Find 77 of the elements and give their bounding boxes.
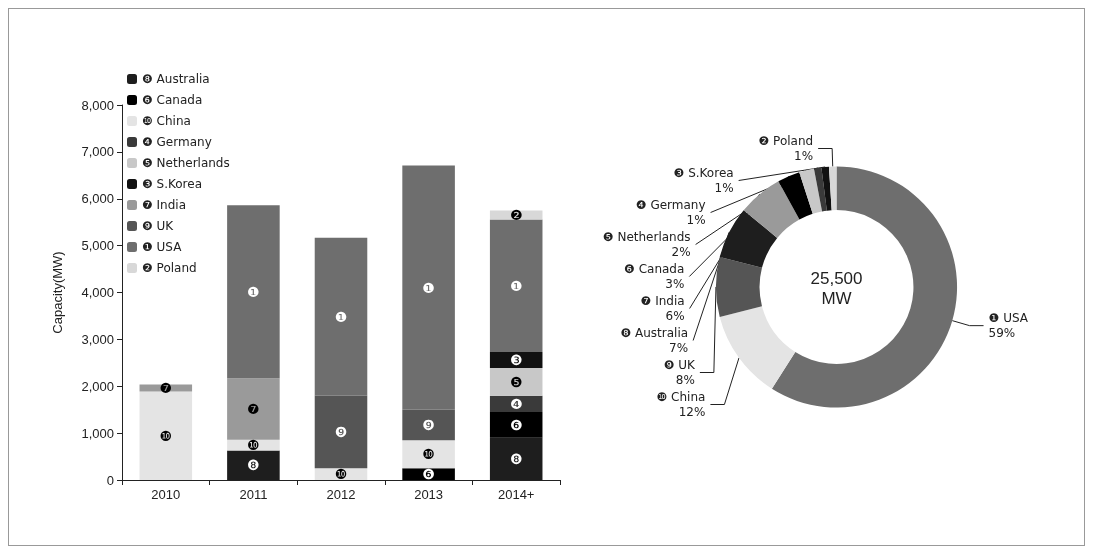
data-label: 12% <box>678 405 706 420</box>
data-label: 7% <box>669 341 689 356</box>
slice-label: ❾ UK <box>663 358 696 373</box>
slice-label: ❻ Canada <box>624 262 685 277</box>
bar <box>489 412 543 438</box>
data-label: ❿ <box>247 437 260 454</box>
legend-label: ❽ Australia <box>142 72 210 86</box>
data-label: ❻ <box>509 416 523 433</box>
bar <box>402 440 455 469</box>
data-label: ❿ <box>159 427 173 444</box>
slice-label: ❼ India <box>640 294 685 309</box>
data-label: ❻ <box>422 466 435 483</box>
data-label: 59% <box>988 326 1016 341</box>
data-label: 3% <box>665 277 685 292</box>
y-tick-label: 3,000 <box>81 331 114 347</box>
text: 25,500 MW <box>810 268 863 308</box>
data-label: 1% <box>686 213 706 228</box>
data-label: ❶ <box>422 279 435 296</box>
data-label: 2% <box>671 245 691 260</box>
bar <box>227 205 280 379</box>
data-label: ❼ <box>247 400 260 417</box>
data-label: ❶ <box>509 277 523 294</box>
y-tick-label: 0 <box>106 472 114 488</box>
data-label: ❶ <box>334 308 348 325</box>
x-tick-label: 2013 <box>414 487 444 502</box>
data-label: ❾ <box>422 416 435 433</box>
bar <box>314 237 368 396</box>
data-label: ❿ <box>422 446 435 463</box>
bar <box>402 165 455 410</box>
data-label: ❺ <box>509 373 523 390</box>
y-tick-label: 8,000 <box>81 97 114 113</box>
x-tick-label: 2014+ <box>497 487 535 502</box>
x-tick-label: 2011 <box>239 487 268 502</box>
data-label: 6% <box>665 309 685 324</box>
x-tick-label: 2010 <box>151 487 181 502</box>
y-tick-label: 4,000 <box>81 285 114 300</box>
legend-label: ❸ S.Korea <box>142 177 203 191</box>
data-label: ❿ <box>334 466 348 483</box>
data-label: ❹ <box>509 395 523 412</box>
data-label: ❾ <box>334 423 348 440</box>
legend-label: ❶ USA <box>142 240 183 254</box>
data-label: 1% <box>714 181 734 196</box>
slice-label: ❷ Poland <box>758 134 814 149</box>
y-tick-label: 5,000 <box>81 238 114 254</box>
bar <box>227 378 280 440</box>
legend-label: ❻ Canada <box>142 93 203 107</box>
data-label: ❽ <box>509 450 523 467</box>
legend-label: ❼ India <box>142 198 187 212</box>
bar <box>489 367 543 396</box>
bar <box>489 219 543 353</box>
legend-label: ❺ Netherlands <box>142 156 230 170</box>
legend-label: ❷ Poland <box>142 261 197 275</box>
y-tick-label: 1,000 <box>81 425 114 441</box>
y-tick-label: 2,000 <box>81 378 114 394</box>
legend-label: ❿ China <box>142 114 191 128</box>
data-label: 8% <box>675 373 695 388</box>
slice-label: ❺ Netherlands <box>602 230 691 245</box>
data-label: ❶ <box>247 283 260 300</box>
bar <box>402 409 455 441</box>
data-label: ❽ <box>247 457 260 474</box>
data-label: 1% <box>794 149 814 164</box>
bar <box>139 391 193 480</box>
bar <box>314 395 368 469</box>
slice-label: ❿ China <box>656 390 706 405</box>
y-tick-label: 6,000 <box>81 191 114 207</box>
data-label: ❷ <box>509 206 523 223</box>
data-label: ❼ <box>159 379 173 396</box>
slice-label: ❸ S.Korea <box>673 166 734 181</box>
slice-label: ❶ USA <box>988 311 1029 326</box>
x-tick-label: 2012 <box>326 487 356 502</box>
y-axis-title: Capacity(MW) <box>50 251 65 334</box>
legend-label: ❹ Germany <box>142 135 212 149</box>
slice-label: ❹ Germany <box>635 198 706 213</box>
legend-label: ❾ UK <box>142 219 175 233</box>
y-tick-label: 7,000 <box>81 144 114 160</box>
slice-label: ❽ Australia <box>620 326 689 341</box>
data-label: ❸ <box>509 352 523 368</box>
